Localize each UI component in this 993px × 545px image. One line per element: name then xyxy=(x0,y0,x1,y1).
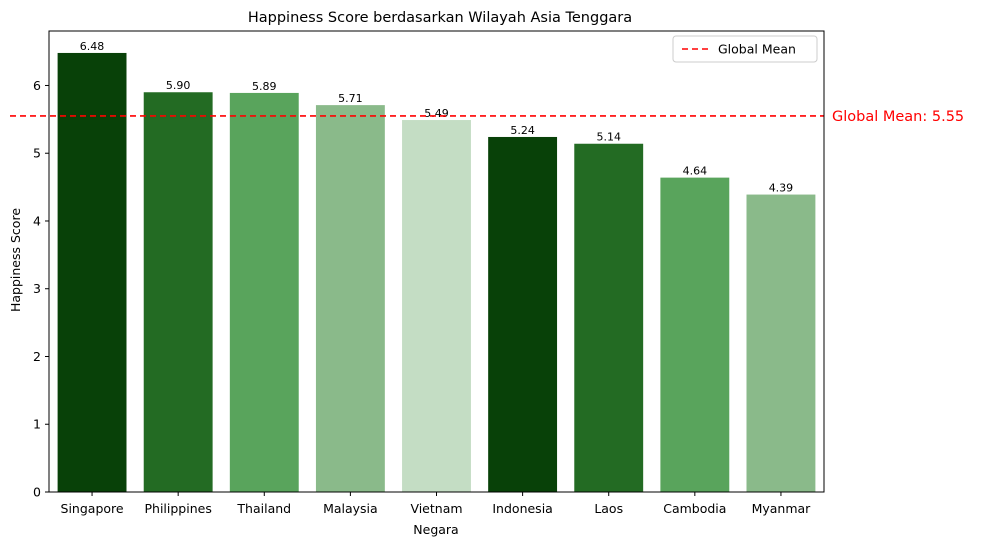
x-axis-title: Negara xyxy=(413,522,458,537)
chart-title: Happiness Score berdasarkan Wilayah Asia… xyxy=(248,10,632,26)
legend: Global Mean xyxy=(672,35,818,63)
y-tick-label: 5 xyxy=(33,146,41,161)
legend-box xyxy=(672,35,818,63)
x-tick-label: Malaysia xyxy=(323,501,378,516)
y-tick-label: 2 xyxy=(33,349,41,364)
bar-vietnam xyxy=(402,120,471,492)
bar-philippines xyxy=(143,92,213,493)
bar-value-label: 5.14 xyxy=(596,131,621,144)
x-tick-label: Indonesia xyxy=(492,501,552,516)
bar-cambodia xyxy=(660,177,730,492)
x-axis: Singapore Philippines Thailand Malaysia Viet… xyxy=(61,492,812,516)
x-tick-label: Vietnam xyxy=(410,501,462,516)
y-tick-label: 1 xyxy=(33,417,41,432)
bar-malaysia xyxy=(315,105,385,492)
y-tick-label: 6 xyxy=(33,78,41,93)
bar-indonesia xyxy=(488,136,558,493)
bar-value-label: 6.48 xyxy=(80,40,105,53)
bar-labels-group: 6.48 5.90 5.89 5.71 5.49 5.24 5.14 4.64 4.39 xyxy=(80,40,793,195)
bar-thailand xyxy=(229,92,299,492)
bar-value-label: 4.64 xyxy=(683,165,708,178)
bar-laos xyxy=(574,143,644,492)
bar-value-label: 5.89 xyxy=(252,80,277,93)
bar-value-label: 5.90 xyxy=(166,79,191,92)
x-tick-label: Laos xyxy=(594,501,623,516)
bar-myanmar xyxy=(746,194,816,493)
global-mean-annotation: Global Mean: 5.55 xyxy=(832,109,964,125)
x-tick-label: Thailand xyxy=(236,501,291,516)
bar-value-label: 5.71 xyxy=(338,92,363,105)
x-tick-label: Singapore xyxy=(61,501,124,516)
bar-value-label: 5.24 xyxy=(510,124,535,137)
bar-value-label: 4.39 xyxy=(769,182,794,195)
x-tick-label: Cambodia xyxy=(663,501,726,516)
bar-singapore xyxy=(57,52,127,492)
bars-group xyxy=(57,52,816,493)
x-tick-label: Myanmar xyxy=(752,501,812,516)
x-tick-label: Philippines xyxy=(144,501,211,516)
bar-value-label: 5.49 xyxy=(424,107,449,120)
y-axis-title: Happiness Score xyxy=(8,208,23,312)
y-tick-label: 4 xyxy=(33,213,41,228)
legend-entry-global-mean: Global Mean xyxy=(718,42,796,57)
y-tick-label: 0 xyxy=(33,485,41,500)
y-axis: 0 1 2 3 4 5 6 xyxy=(33,78,49,500)
plot-frame xyxy=(48,30,825,493)
y-tick-label: 3 xyxy=(33,281,41,296)
